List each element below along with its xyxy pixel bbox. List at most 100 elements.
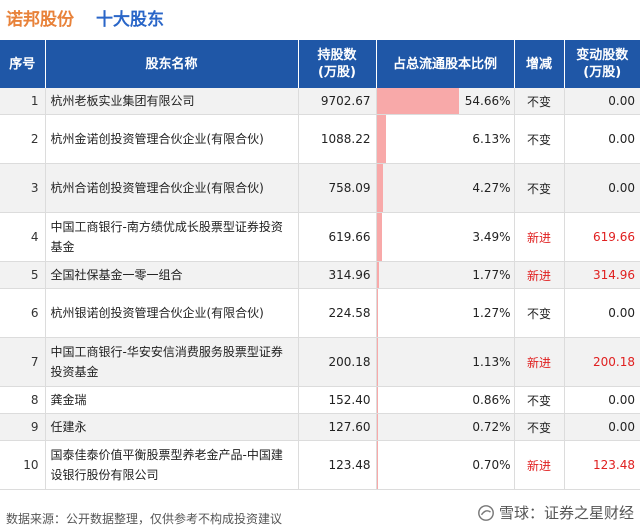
shares-held: 123.48 [298, 440, 377, 490]
row-index: 7 [0, 337, 46, 387]
change-status: 不变 [514, 288, 565, 338]
share-delta: 619.66 [564, 212, 640, 262]
col-header-shares: 持股数 (万股) [298, 40, 377, 88]
page-header: 诺邦股份 十大股东 [0, 0, 640, 32]
ratio-value: 0.86% [472, 393, 511, 407]
shareholder-name: 国泰佳泰价值平衡股票型养老金产品-中国建设银行股份有限公司 [45, 440, 299, 490]
table-row: 4 中国工商银行-南方绩优成长股票型证券投资基金 619.66 3.49% 新进 619.… [0, 212, 640, 262]
shareholder-name: 龚金瑞 [45, 386, 299, 414]
ratio-value: 1.77% [472, 268, 511, 282]
row-index: 4 [0, 212, 46, 262]
row-index: 6 [0, 288, 46, 338]
shareholder-name: 中国工商银行-华安安信消费服务股票型证券投资基金 [45, 337, 299, 387]
ratio-cell: 1.77% [376, 261, 515, 289]
share-delta: 0.00 [564, 413, 640, 441]
change-status: 不变 [514, 88, 565, 115]
brand-watermark: 雪球：证券之星财经 [477, 502, 634, 523]
change-status: 不变 [514, 386, 565, 414]
shares-held: 1088.22 [298, 114, 377, 164]
shareholder-name: 杭州老板实业集团有限公司 [45, 88, 299, 115]
ratio-value: 1.13% [472, 355, 511, 369]
change-status: 不变 [514, 413, 565, 441]
brand-label: 雪球：证券之星财经 [498, 504, 634, 522]
shares-held: 9702.67 [298, 88, 377, 115]
change-status: 新进 [514, 337, 565, 387]
table-row: 2 杭州金诺创投资管理合伙企业(有限合伙) 1088.22 6.13% 不变 0.00 [0, 114, 640, 164]
ratio-value: 0.72% [472, 420, 511, 434]
ratio-cell: 0.72% [376, 413, 515, 441]
row-index: 2 [0, 114, 46, 164]
change-status: 新进 [514, 440, 565, 490]
shareholder-name: 全国社保基金一零一组合 [45, 261, 299, 289]
ratio-value: 6.13% [472, 132, 511, 146]
shareholder-name: 杭州银诺创投资管理合伙企业(有限合伙) [45, 288, 299, 338]
row-index: 5 [0, 261, 46, 289]
ratio-cell: 0.86% [376, 386, 515, 414]
table-row: 10 国泰佳泰价值平衡股票型养老金产品-中国建设银行股份有限公司 123.48 0.7… [0, 440, 640, 490]
snowball-icon [478, 504, 494, 521]
ratio-value: 54.66% [464, 94, 511, 108]
shareholder-name: 中国工商银行-南方绩优成长股票型证券投资基金 [45, 212, 299, 262]
ratio-cell: 1.27% [376, 288, 515, 338]
ratio-bar [376, 441, 378, 489]
table-row: 6 杭州银诺创投资管理合伙企业(有限合伙) 224.58 1.27% 不变 0.00 [0, 288, 640, 338]
col-header-ratio: 占总流通股本比例 [376, 40, 515, 88]
ratio-cell: 0.70% [376, 440, 515, 490]
ratio-bar [376, 289, 379, 337]
shares-held: 619.66 [298, 212, 377, 262]
ratio-cell: 1.13% [376, 337, 515, 387]
shares-held: 152.40 [298, 386, 377, 414]
col-header-name: 股东名称 [45, 40, 299, 88]
shares-held: 758.09 [298, 163, 377, 213]
ratio-bar [376, 262, 380, 288]
share-delta: 314.96 [564, 261, 640, 289]
page-title: 十大股东 [96, 10, 164, 30]
shareholder-name: 杭州金诺创投资管理合伙企业(有限合伙) [45, 114, 299, 164]
col-header-delta: 变动股数 (万股) [564, 40, 640, 88]
row-index: 8 [0, 386, 46, 414]
table-row: 7 中国工商银行-华安安信消费服务股票型证券投资基金 200.18 1.13% 新进 20… [0, 337, 640, 387]
ratio-bar [376, 164, 383, 212]
shares-held: 224.58 [298, 288, 377, 338]
table-row: 5 全国社保基金一零一组合 314.96 1.77% 新进 314.96 [0, 261, 640, 289]
change-status: 新进 [514, 261, 565, 289]
change-status: 不变 [514, 114, 565, 164]
row-index: 1 [0, 88, 46, 115]
ratio-value: 1.27% [472, 306, 511, 320]
ratio-bar [376, 414, 378, 440]
row-index: 9 [0, 413, 46, 441]
col-header-change: 增减 [514, 40, 565, 88]
table-row: 1 杭州老板实业集团有限公司 9702.67 54.66% 不变 0.00 [0, 88, 640, 115]
row-index: 3 [0, 163, 46, 213]
ratio-bar [376, 115, 386, 163]
change-status: 新进 [514, 212, 565, 262]
ratio-cell: 6.13% [376, 114, 515, 164]
company-name: 诺邦股份 [6, 10, 74, 30]
shares-held: 200.18 [298, 337, 377, 387]
ratio-bar [376, 338, 379, 386]
data-source-note: 数据来源：公开数据整理，仅供参考不构成投资建议 [6, 512, 283, 526]
table-row: 8 龚金瑞 152.40 0.86% 不变 0.00 [0, 386, 640, 414]
share-delta: 0.00 [564, 114, 640, 164]
ratio-value: 0.70% [472, 458, 511, 472]
ratio-bar [376, 387, 378, 413]
share-delta: 0.00 [564, 386, 640, 414]
ratio-cell: 54.66% [376, 88, 515, 115]
share-delta: 123.48 [564, 440, 640, 490]
col-header-index: 序号 [0, 40, 46, 88]
shareholder-name: 杭州合诺创投资管理合伙企业(有限合伙) [45, 163, 299, 213]
share-delta: 0.00 [564, 88, 640, 115]
ratio-bar [376, 88, 459, 114]
share-delta: 200.18 [564, 337, 640, 387]
table-header-row: 序号 股东名称 持股数 (万股) 占总流通股本比例 增减 变动股数 (万股) [0, 40, 640, 88]
shares-held: 314.96 [298, 261, 377, 289]
share-delta: 0.00 [564, 288, 640, 338]
ratio-value: 4.27% [472, 181, 511, 195]
ratio-cell: 4.27% [376, 163, 515, 213]
table-row: 3 杭州合诺创投资管理合伙企业(有限合伙) 758.09 4.27% 不变 0.00 [0, 163, 640, 213]
shareholders-table: 序号 股东名称 持股数 (万股) 占总流通股本比例 增减 变动股数 (万股) 1… [0, 40, 640, 490]
row-index: 10 [0, 440, 46, 490]
change-status: 不变 [514, 163, 565, 213]
ratio-bar [376, 213, 382, 261]
share-delta: 0.00 [564, 163, 640, 213]
